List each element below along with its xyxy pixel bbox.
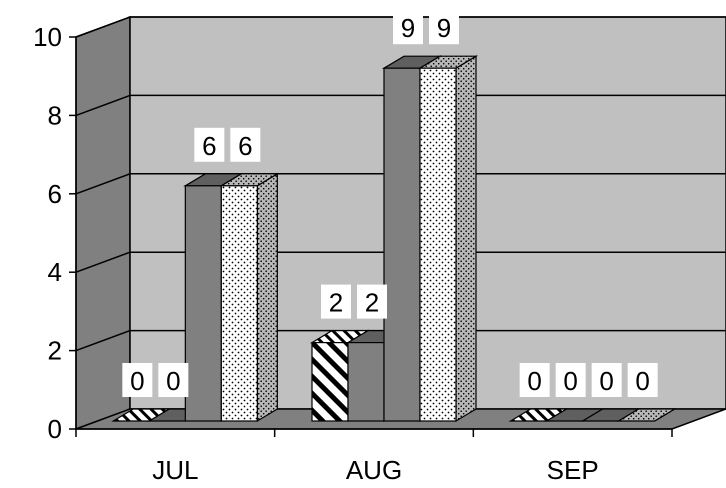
gridline [75, 329, 726, 352]
y-tick-label: 8 [48, 100, 62, 130]
data-label-text: 6 [202, 131, 216, 161]
y-axis [69, 36, 672, 430]
x-category-label: SEP [547, 455, 599, 485]
data-label: 2 [321, 284, 351, 319]
y-tick-label: 0 [48, 414, 62, 444]
data-label: 0 [519, 363, 550, 397]
data-label-text: 0 [166, 366, 180, 396]
data-label: 0 [555, 363, 586, 397]
bars [111, 55, 677, 423]
y-tick-label: 2 [48, 336, 62, 366]
gridline [75, 251, 726, 273]
data-label: 2 [357, 284, 387, 319]
data-labels: 0 06 62 29 90 0 0 0 [122, 10, 658, 397]
x-category-label: JUL [152, 455, 198, 485]
data-label-text: 6 [238, 131, 252, 161]
gridlines [75, 16, 726, 352]
bar [616, 408, 677, 422]
data-label-text: 0 [130, 366, 144, 396]
x-category-ticks: JUL AUG SEP [75, 429, 673, 485]
data-label-text: 0 [527, 366, 541, 396]
bar [417, 55, 479, 423]
y-tick-label: 10 [33, 22, 62, 52]
data-label: 9 [393, 10, 423, 45]
y-tick-label: 4 [48, 257, 62, 287]
x-category-label: AUG [346, 455, 402, 485]
data-label: 9 [429, 10, 459, 45]
gridline [75, 173, 726, 195]
bar [219, 172, 280, 423]
data-label-text: 0 [599, 366, 613, 396]
y-tick-labels: 0 2 4 6 8 10 [33, 22, 62, 444]
data-label-text: 9 [437, 13, 451, 43]
data-label-text: 0 [563, 366, 577, 396]
data-label: 0 [158, 363, 189, 397]
data-label: 0 [627, 363, 658, 397]
data-label: 6 [230, 127, 261, 162]
data-label-text: 9 [401, 13, 415, 43]
gridline [75, 16, 726, 38]
data-label-text: 2 [329, 288, 343, 318]
data-label-text: 0 [635, 366, 649, 396]
side-wall [75, 15, 131, 431]
y-tick-label: 6 [48, 179, 62, 209]
data-label-text: 2 [365, 288, 379, 318]
data-label: 6 [194, 127, 225, 162]
data-label: 0 [122, 363, 153, 397]
data-label: 0 [591, 363, 622, 397]
gridline [75, 94, 726, 117]
